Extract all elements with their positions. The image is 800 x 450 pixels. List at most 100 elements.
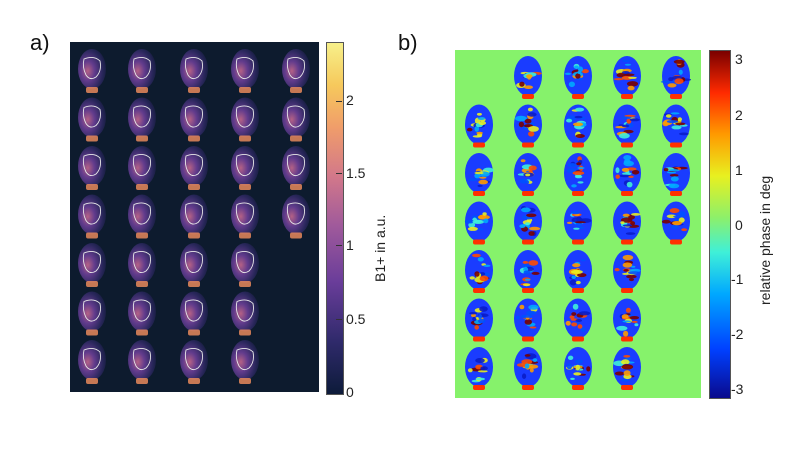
phase-slice: [613, 153, 641, 196]
b1-tick-label: 0: [346, 384, 354, 400]
roi-outline: [82, 56, 101, 80]
phase-tick-label: 2: [735, 107, 743, 123]
roi-outline: [184, 56, 203, 80]
b1-slice: [128, 194, 156, 239]
roi-outline: [235, 347, 254, 371]
b1-slice: [128, 243, 156, 287]
phase-slice: [564, 347, 592, 390]
b1-tickmark: [336, 173, 342, 174]
phase-slice: [662, 153, 690, 196]
relative-phase-slices: [464, 56, 692, 390]
roi-outline: [132, 347, 151, 371]
b1-slice: [180, 97, 208, 142]
phase-tick-label: 1: [735, 162, 743, 178]
phase-slice: [660, 56, 692, 99]
b1-slice: [231, 97, 259, 142]
b1-slice: [282, 49, 310, 93]
phase-slice: [465, 347, 493, 390]
roi-outline: [82, 153, 101, 177]
b1-slice: [78, 291, 106, 336]
b1-slice: [78, 97, 106, 142]
phase-slice: [514, 347, 542, 390]
b1-tick-label: 2: [346, 92, 354, 108]
phase-slice: [613, 298, 641, 342]
phase-slice: [465, 104, 493, 148]
phase-slice: [564, 298, 592, 342]
phase-slice: [613, 104, 641, 148]
b1-slice: [128, 146, 156, 190]
roi-outline: [184, 202, 203, 225]
roi-outline: [82, 202, 101, 225]
panel-a-letter: a): [30, 30, 50, 55]
b1-slice: [180, 243, 208, 287]
roi-outline: [132, 250, 151, 274]
phase-slice: [564, 104, 592, 148]
b1-slice: [180, 49, 208, 93]
phase-slice: [662, 104, 690, 148]
b1-slice: [180, 291, 208, 336]
phase-slice: [464, 201, 493, 245]
b1-tick-label: 1: [346, 237, 354, 253]
phase-colorbar-label: relative phase in deg: [757, 175, 773, 305]
roi-outline: [82, 250, 101, 274]
roi-outline: [184, 347, 203, 371]
phase-tick-label: -3: [731, 381, 744, 397]
b1-magnitude-map-grid: [70, 42, 319, 392]
b1-slice: [180, 146, 208, 190]
roi-outline: [235, 56, 254, 80]
roi-outline: [132, 202, 151, 225]
relative-phase-map-grid: [455, 50, 701, 398]
b1-tick-label: 0.5: [346, 311, 366, 327]
roi-outline: [132, 56, 151, 80]
b1-slice: [78, 194, 106, 239]
b1-slice: [180, 194, 208, 239]
b1-slice: [231, 243, 259, 287]
phase-tick-label: -2: [731, 326, 744, 342]
b1-colorbar: [326, 42, 344, 395]
b1-slice: [78, 49, 106, 93]
phase-slice: [613, 201, 641, 245]
b1-slice: [231, 194, 259, 239]
phase-slice: [564, 56, 592, 99]
phase-tick-label: 3: [735, 51, 743, 67]
phase-slice: [613, 56, 641, 99]
roi-outline: [184, 299, 203, 322]
phase-slice: [514, 56, 542, 99]
roi-outline: [132, 105, 151, 128]
roi-outline: [184, 153, 203, 177]
b1-slice: [78, 146, 106, 190]
b1-slice: [128, 340, 156, 384]
b1-slice: [128, 49, 156, 93]
roi-outline: [184, 250, 203, 274]
roi-outline: [286, 105, 305, 128]
phase-slice: [514, 250, 542, 293]
roi-outline: [82, 347, 101, 371]
roi-outline: [235, 105, 254, 128]
b1-tickmark: [336, 101, 342, 102]
roi-outline: [286, 153, 305, 177]
roi-outline: [235, 250, 254, 274]
phase-slice: [661, 201, 690, 245]
b1-slice: [282, 97, 310, 142]
b1-tick-label: 1.5: [346, 165, 366, 181]
b1-colorbar-label: B1+ in a.u.: [372, 214, 388, 282]
roi-outline: [132, 153, 151, 177]
b1-slice: [128, 291, 156, 336]
b1-slice: [78, 243, 106, 287]
roi-outline: [286, 56, 305, 80]
phase-slice: [465, 250, 493, 293]
phase-slice: [514, 104, 542, 148]
b1-slice: [180, 340, 208, 384]
phase-slice: [564, 250, 592, 293]
roi-outline: [82, 299, 101, 322]
phase-slice: [514, 153, 542, 196]
b1-tickmark: [336, 319, 342, 320]
phase-slice: [613, 250, 641, 293]
phase-slice: [564, 201, 592, 245]
b1-slice: [231, 340, 259, 384]
roi-outline: [235, 202, 254, 225]
phase-slice: [514, 201, 542, 245]
b1-tickmark: [336, 245, 342, 246]
phase-slice: [465, 298, 493, 342]
phase-tick-label: 0: [735, 217, 743, 233]
